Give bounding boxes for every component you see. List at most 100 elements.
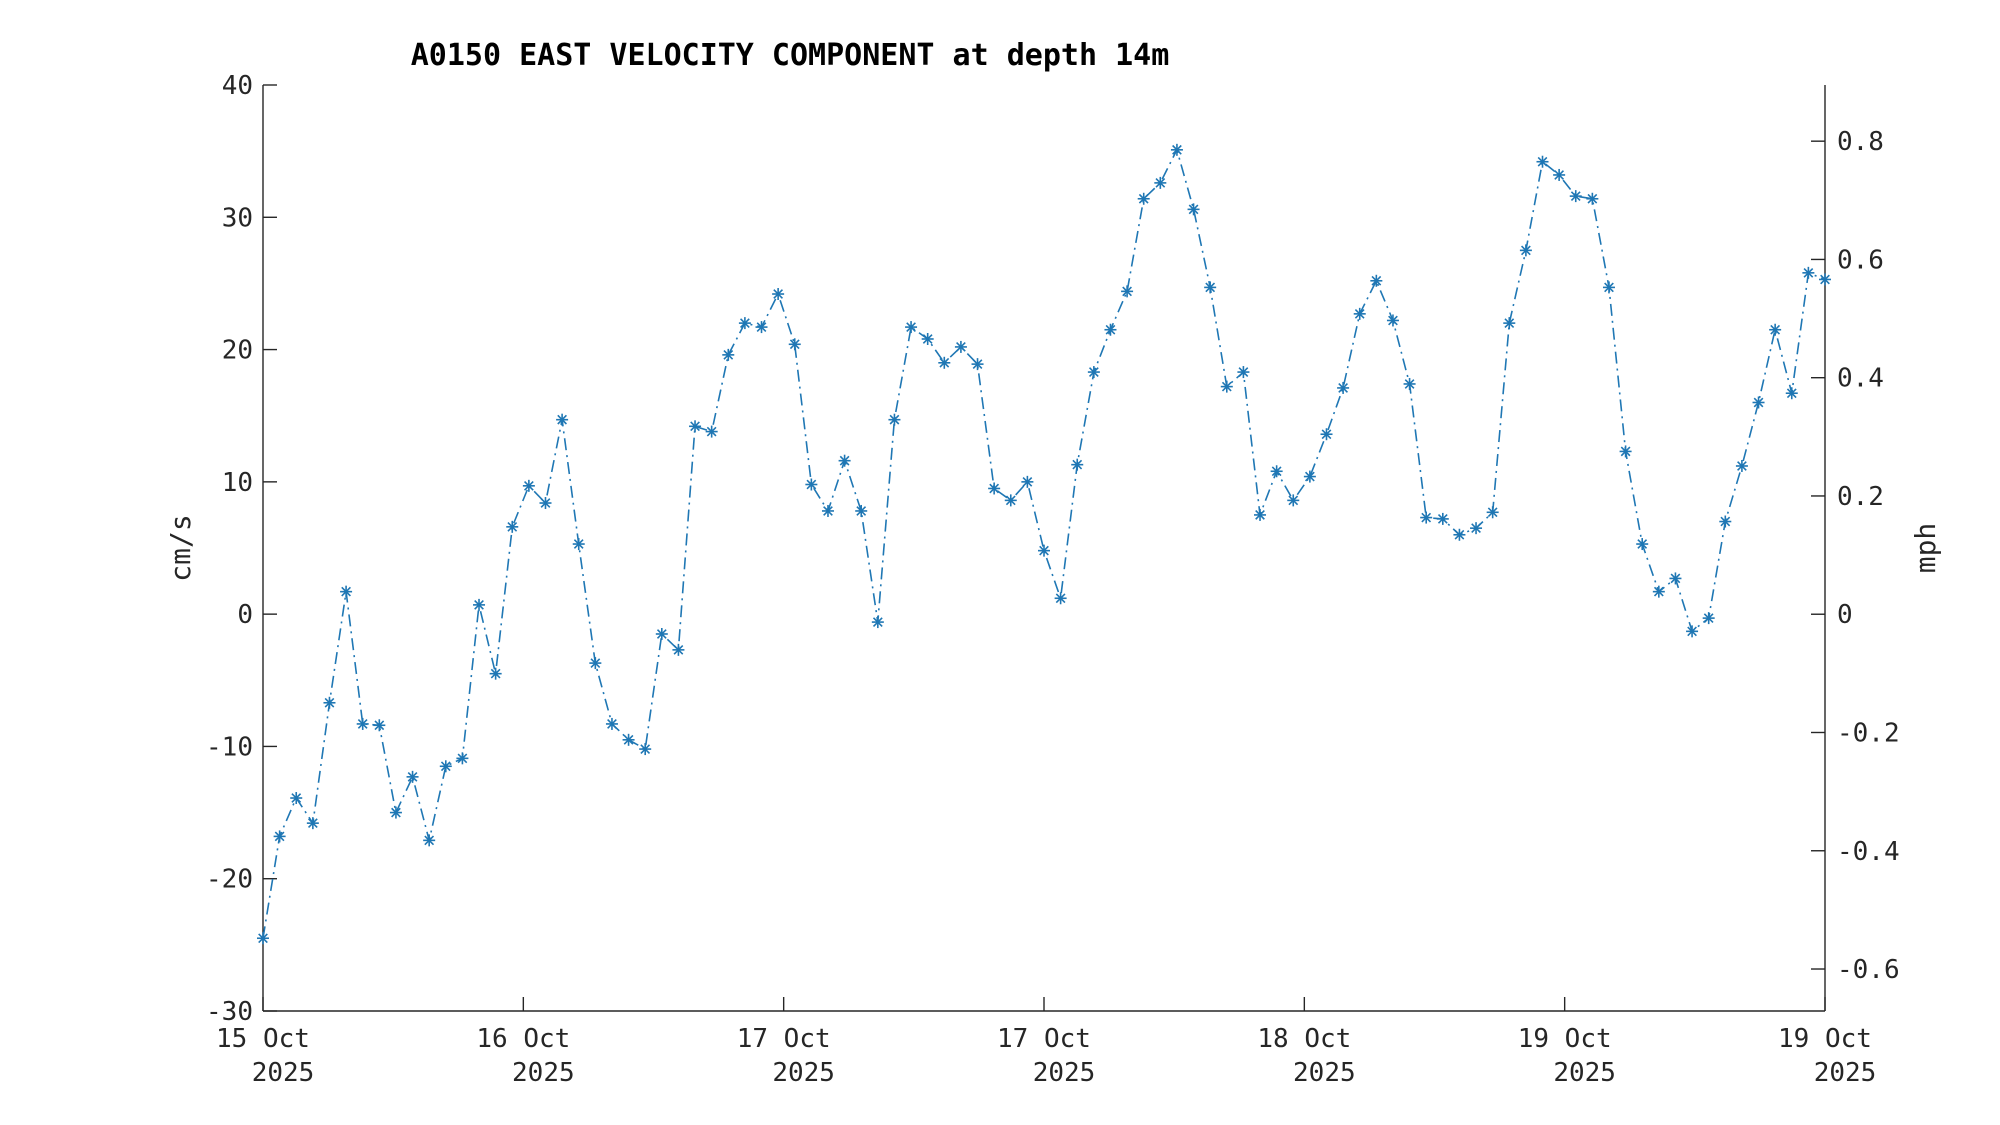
data-point	[1470, 522, 1483, 535]
data-point	[1170, 143, 1183, 156]
y-tick-left-label: -30	[206, 997, 253, 1027]
data-point	[439, 760, 452, 773]
y-tick-left-label: 0	[237, 600, 253, 630]
data-point	[1220, 380, 1233, 393]
data-point	[1270, 465, 1283, 478]
data-point	[1802, 266, 1815, 279]
data-point	[938, 356, 951, 369]
data-point	[722, 348, 735, 361]
data-point	[1619, 445, 1632, 458]
data-point	[788, 338, 801, 351]
data-point	[1553, 168, 1566, 181]
x-tick-label-date: 17 Oct	[737, 1024, 831, 1054]
data-point	[1735, 459, 1748, 472]
data-point	[1204, 281, 1217, 294]
data-point	[1004, 494, 1017, 507]
data-point	[954, 340, 967, 353]
data-point	[1519, 244, 1532, 257]
data-point	[1137, 192, 1150, 205]
data-point	[340, 585, 353, 598]
data-point	[1436, 512, 1449, 525]
data-point	[921, 332, 934, 345]
series-line	[262, 147, 1826, 939]
data-point	[556, 413, 569, 426]
data-point	[1054, 592, 1067, 605]
data-point	[1320, 428, 1333, 441]
data-point	[639, 743, 652, 756]
y-tick-right-label: 0.8	[1837, 127, 1884, 157]
data-point	[489, 667, 502, 680]
x-tick-label-year: 2025	[512, 1058, 575, 1088]
x-tick-label-year: 2025	[772, 1058, 835, 1088]
data-point	[689, 420, 702, 433]
data-point	[1403, 377, 1416, 390]
y-tick-right-label: 0.6	[1837, 245, 1884, 275]
y-tick-left-label: -20	[206, 865, 253, 895]
data-point	[622, 733, 635, 746]
x-tick-label-date: 17 Oct	[997, 1024, 1091, 1054]
y-tick-left-label: 20	[222, 336, 253, 366]
data-point	[888, 413, 901, 426]
data-point	[539, 497, 552, 510]
y-tick-right-label: -0.2	[1837, 718, 1900, 748]
x-tick-label-year: 2025	[1814, 1058, 1877, 1088]
data-point	[1636, 538, 1649, 551]
data-point	[1420, 511, 1433, 524]
data-point	[1719, 515, 1732, 528]
chart-title: A0150 EAST VELOCITY COMPONENT at depth 1…	[411, 38, 1170, 73]
y-axis-label-left: cm/s	[164, 514, 197, 581]
data-point	[1287, 494, 1300, 507]
data-point	[738, 317, 751, 330]
data-point	[1154, 176, 1167, 189]
data-point	[1121, 285, 1134, 298]
data-point	[1586, 192, 1599, 205]
y-axis-label-right: mph	[1909, 523, 1942, 574]
data-point	[821, 504, 834, 517]
data-point	[1669, 572, 1682, 585]
data-point	[323, 696, 336, 709]
data-point	[1303, 470, 1316, 483]
data-point	[655, 627, 668, 640]
y-tick-right-label: 0.4	[1837, 364, 1884, 394]
data-point	[838, 454, 851, 467]
data-point	[423, 834, 436, 847]
data-point	[1021, 475, 1034, 488]
y-tick-right-label: 0.2	[1837, 482, 1884, 512]
data-point	[1038, 544, 1050, 557]
data-point	[1237, 366, 1250, 379]
data-point	[871, 616, 884, 629]
data-point	[605, 717, 618, 730]
x-ticks: 15 Oct 2025 16 Oct 2025 17 Oct 2025 17 Oct 2025…	[216, 997, 1876, 1088]
x-tick-label-date: 19 Oct	[1518, 1024, 1612, 1054]
data-point	[672, 643, 685, 656]
data-point	[1652, 585, 1665, 598]
data-point	[1686, 625, 1699, 638]
data-point	[506, 520, 519, 533]
data-point	[755, 321, 768, 334]
data-point	[1370, 274, 1383, 287]
plot-series	[257, 143, 1831, 945]
data-point	[572, 538, 585, 551]
data-point	[1769, 323, 1782, 336]
data-point	[1353, 307, 1366, 320]
data-point	[905, 321, 918, 334]
data-point	[1337, 381, 1350, 394]
x-tick-label-date: 19 Oct	[1778, 1024, 1872, 1054]
data-point	[1503, 317, 1516, 330]
y-tick-right-label: -0.6	[1837, 955, 1900, 985]
data-point	[356, 717, 369, 730]
data-point	[855, 504, 868, 517]
data-point	[772, 288, 785, 301]
data-point	[257, 932, 269, 945]
data-point	[1087, 366, 1100, 379]
data-point	[1187, 203, 1200, 216]
data-point	[589, 657, 602, 670]
data-point	[1752, 396, 1765, 409]
y-tick-left-label: 40	[222, 71, 253, 101]
data-point	[1785, 387, 1798, 400]
x-tick-label-year: 2025	[1293, 1058, 1356, 1088]
data-point	[805, 478, 818, 491]
data-point	[1602, 281, 1615, 294]
x-tick-label-date: 16 Oct	[476, 1024, 570, 1054]
